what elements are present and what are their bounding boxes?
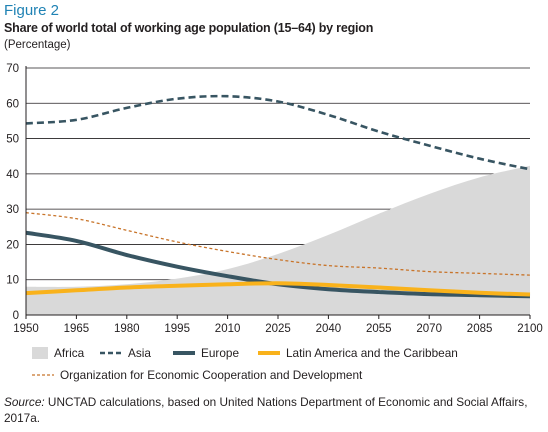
legend-swatch-latam <box>258 351 280 355</box>
x-tick-label-2085: 2085 <box>467 323 493 335</box>
legend-label-latam: Latin America and the Caribbean <box>286 346 458 360</box>
x-tick-label-1980: 1980 <box>114 323 140 335</box>
x-tick-label-2040: 2040 <box>316 323 342 335</box>
x-tick-label-2025: 2025 <box>265 323 291 335</box>
x-tick-label-2070: 2070 <box>416 323 442 335</box>
source-text: UNCTAD calculations, based on United Nat… <box>4 395 528 425</box>
legend-item-europe: Europe <box>173 346 239 360</box>
x-tick-label-2100: 2100 <box>517 323 543 335</box>
series-line-asia <box>25 94 531 171</box>
legend-label-europe: Europe <box>201 346 240 360</box>
y-tick-label-50: 50 <box>6 134 19 146</box>
legend-item-africa: Africa <box>32 346 84 360</box>
y-tick-label-40: 40 <box>6 169 19 181</box>
figure-label: Figure 2 <box>4 2 60 19</box>
y-tick-label-70: 70 <box>6 63 19 75</box>
legend-label-oecd: Organization for Economic Cooperation an… <box>60 368 363 382</box>
y-tick-labels: 0 10 20 30 40 50 60 70 <box>6 63 19 322</box>
y-tick-label-20: 20 <box>6 239 19 251</box>
source-prefix: Source: <box>4 395 45 409</box>
legend-swatch-asia <box>100 351 122 355</box>
area-layer <box>26 165 530 315</box>
legend-swatch-africa <box>32 347 48 359</box>
y-tick-label-0: 0 <box>13 310 19 322</box>
series-area-africa <box>26 165 530 315</box>
chart-title: Share of world total of working age popu… <box>4 21 374 35</box>
y-tick-label-60: 60 <box>6 98 19 110</box>
y-tick-label-30: 30 <box>6 204 19 216</box>
legend-swatch-oecd <box>32 374 54 376</box>
legend-item-latam: Latin America and the Caribbean <box>258 346 458 360</box>
legend-item-oecd: Organization for Economic Cooperation an… <box>32 368 362 382</box>
x-tick-label-2055: 2055 <box>366 323 392 335</box>
legend-label-asia: Asia <box>128 346 151 360</box>
legend-item-asia: Asia <box>100 346 151 360</box>
y-tick-label-10: 10 <box>6 275 19 287</box>
series-lines <box>25 94 531 299</box>
series-line-latam <box>25 281 531 297</box>
x-tick-labels: 1950 1965 1980 1995 2010 2025 2040 2055 2070 2085… <box>13 323 543 335</box>
x-tick-label-1995: 1995 <box>164 323 190 335</box>
legend-label-africa: Africa <box>54 346 85 360</box>
source-note: Source: UNCTAD calculations, based on Un… <box>4 394 544 426</box>
x-tick-label-1965: 1965 <box>64 323 90 335</box>
y-unit-label: (Percentage) <box>4 39 71 51</box>
axes <box>25 66 531 319</box>
x-tick-label-2010: 2010 <box>215 323 241 335</box>
x-tick-label-1950: 1950 <box>13 323 39 335</box>
legend-swatch-europe <box>173 351 195 355</box>
